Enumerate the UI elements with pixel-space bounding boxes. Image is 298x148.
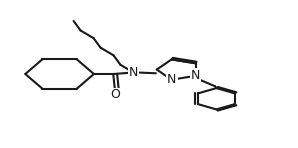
Text: N: N xyxy=(167,73,176,86)
Text: N: N xyxy=(191,69,200,82)
Text: O: O xyxy=(110,88,120,101)
Text: N: N xyxy=(129,66,138,79)
